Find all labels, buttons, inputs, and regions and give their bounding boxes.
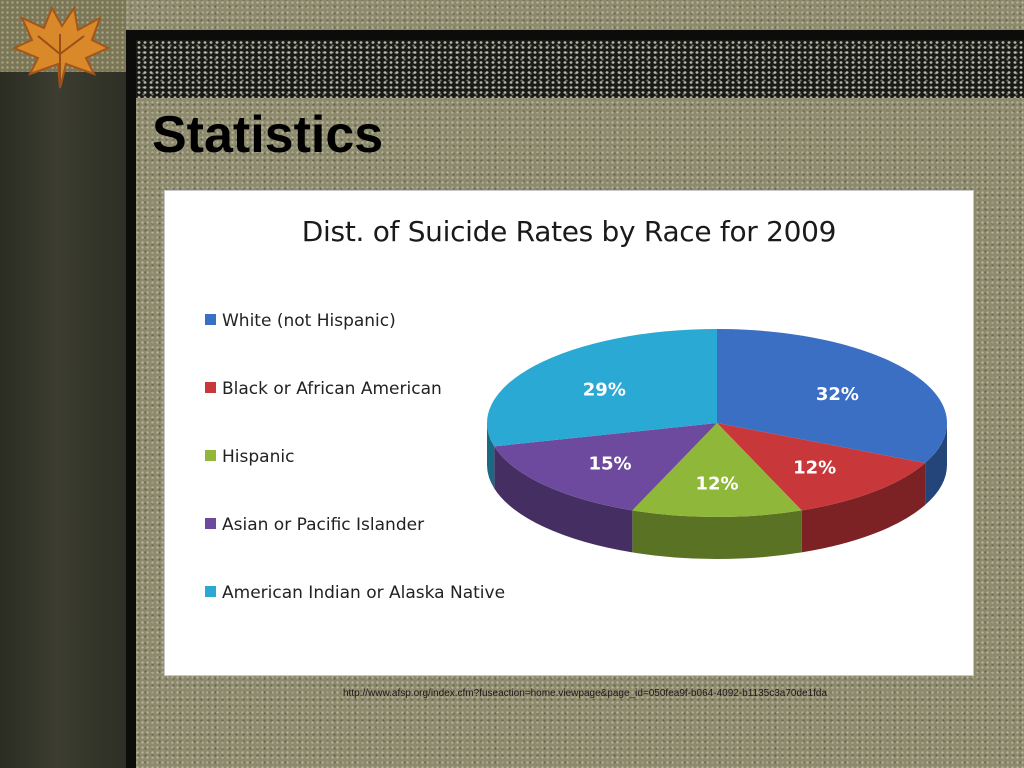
pie-chart: 32% 12% 12% 15% 29% [487,329,947,559]
chart-card: Dist. of Suicide Rates by Race for 2009 … [164,190,974,676]
pie-data-label: 32% [816,384,859,405]
pie-slice [487,329,717,447]
legend-item: Asian or Pacific Islander [205,515,424,535]
pie-data-label: 29% [583,379,626,400]
pie-slice-side [801,463,926,553]
pie-slice-side [632,510,802,559]
left-decorative-band [0,0,126,768]
legend-swatch [205,450,216,461]
pie-data-label: 12% [695,473,738,494]
legend-label: Black or African American [222,379,442,399]
pie-slice [632,423,802,517]
legend-item: American Indian or Alaska Native [205,583,505,603]
pie-slice-side [494,446,633,553]
pie-slice-side [925,423,947,506]
pie-data-label: 15% [588,454,631,475]
header-texture-strip [136,40,1024,98]
legend-swatch [205,586,216,597]
autumn-leaf-icon [11,5,111,89]
pie-slice-side [487,423,495,489]
legend-label: Hispanic [222,447,295,467]
legend-label: American Indian or Alaska Native [222,583,506,603]
legend-swatch [205,518,216,529]
legend-label: Asian or Pacific Islander [222,515,425,535]
legend-swatch [205,382,216,393]
slide-frame-top [126,30,1024,40]
source-url: http://www.afsp.org/index.cfm?fuseaction… [343,688,828,699]
slide-frame-left [126,30,136,768]
legend-item: White (not Hispanic) [205,311,396,331]
pie-slice [717,423,926,511]
slide-title: Statistics [152,106,384,164]
pie-slice [494,423,717,511]
legend-label: White (not Hispanic) [222,311,396,331]
legend-item: Hispanic [205,447,294,467]
legend-swatch [205,314,216,325]
legend-item: Black or African American [205,379,442,399]
chart-title: Dist. of Suicide Rates by Race for 2009 [301,215,837,248]
pie-slice [717,329,947,464]
pie-data-label: 12% [793,457,836,478]
